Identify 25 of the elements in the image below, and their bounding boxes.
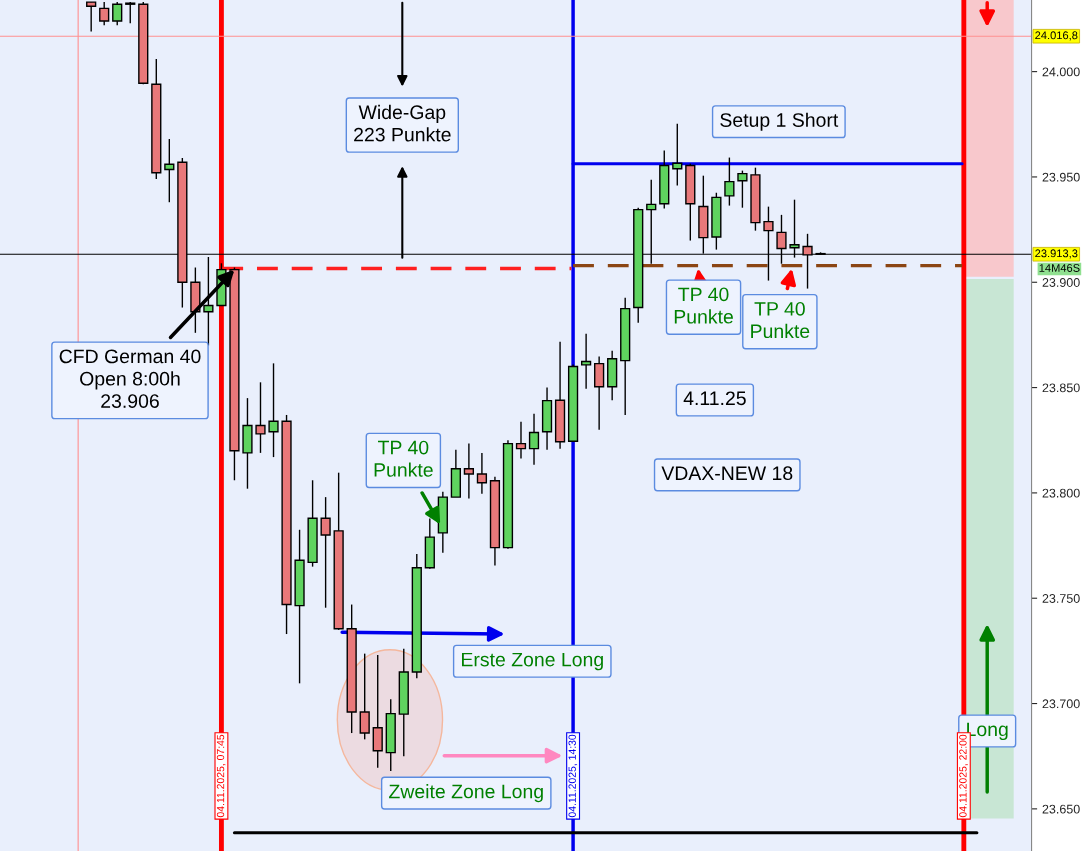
x-tick-label: 04.11.2025, 14:30 bbox=[568, 734, 578, 818]
annotation: Wide-Gap 223 Punkte bbox=[354, 104, 451, 142]
annotation: TP 40 Punkte bbox=[374, 440, 433, 477]
ref-line-label: 23.913,3 bbox=[1035, 249, 1078, 259]
text: 14M46S bbox=[1039, 264, 1080, 272]
annotation: CFD German 40 Open 8:00h 23.906 bbox=[59, 349, 201, 408]
annotation: TP 40 Punkte bbox=[751, 301, 810, 339]
ref-line-label: 24.016,8 bbox=[1035, 31, 1078, 41]
y-tick-label: 23.900 bbox=[1042, 278, 1080, 287]
y-tick-label: 23.850 bbox=[1042, 383, 1080, 393]
annotation: Erste Zone Long bbox=[462, 652, 603, 671]
annotation: Zweite Zone Long bbox=[389, 784, 543, 803]
y-tick-label: 23.750 bbox=[1042, 594, 1080, 603]
y-tick-label: 23.650 bbox=[1042, 804, 1080, 814]
annotation: 4.11.25 bbox=[683, 391, 746, 406]
y-tick-label: 23.950 bbox=[1042, 172, 1080, 182]
y-tick-label: 23.700 bbox=[1042, 699, 1080, 709]
y-tick-label: 23.800 bbox=[1042, 488, 1080, 498]
annotation: TP 40 Punkte bbox=[674, 287, 733, 324]
y-tick-label: 24.000 bbox=[1042, 67, 1080, 77]
annotation: Long bbox=[967, 722, 1008, 741]
x-tick-label: 04.11.2025, 22:00 bbox=[959, 734, 968, 818]
annotation: Setup 1 Short bbox=[720, 112, 839, 131]
x-tick-label: 04.11.2025, 07:45 bbox=[216, 734, 226, 818]
annotation: VDAX-NEW 18 bbox=[661, 466, 793, 481]
